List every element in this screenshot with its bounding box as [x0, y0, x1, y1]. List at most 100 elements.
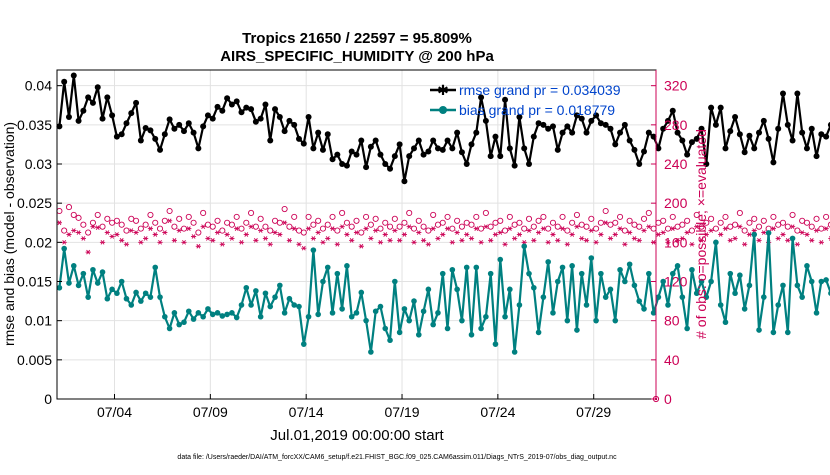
bias-point-117 — [617, 266, 623, 273]
bias-point-103 — [550, 310, 556, 316]
evaluated-marker-123 — [646, 224, 652, 230]
bias-point-149 — [770, 329, 777, 336]
possible-marker-101 — [540, 213, 547, 220]
y-right-tick-label-7: 280 — [664, 117, 688, 133]
evaluated-marker-57 — [329, 226, 336, 231]
evaluated-marker-69 — [387, 238, 393, 243]
evaluated-marker-144-stroke-2 — [747, 232, 752, 237]
rmse-point-161 — [827, 121, 830, 128]
possible-marker-6 — [85, 229, 92, 236]
evaluated-marker-99 — [531, 238, 537, 243]
rmse-point-133 — [693, 135, 700, 142]
evaluated-marker-115-stroke-2 — [608, 236, 613, 241]
evaluated-marker-25 — [176, 228, 182, 233]
evaluated-marker-66 — [373, 228, 379, 233]
bias-point-124 — [650, 310, 657, 316]
bias-point-88 — [478, 325, 484, 332]
evaluated-marker-117 — [617, 226, 623, 231]
evaluated-marker-11-stroke-2 — [110, 234, 115, 239]
evaluated-marker-46-stroke-2 — [277, 232, 282, 237]
rmse-point-144 — [746, 132, 753, 139]
evaluated-marker-155-stroke-2 — [800, 230, 805, 235]
rmse-point-108 — [573, 112, 580, 119]
rmse-point-2 — [65, 114, 72, 120]
rmse-point-31 — [204, 112, 211, 119]
rmse-point-141 — [732, 114, 739, 120]
bias-point-86 — [468, 331, 475, 338]
evaluated-marker-84 — [459, 238, 465, 243]
possible-marker-1 — [61, 227, 68, 234]
evaluated-marker-33-stroke-2 — [215, 230, 220, 235]
evaluated-marker-96 — [516, 232, 523, 237]
rmse-point-150 — [775, 125, 782, 132]
rmse-point-125 — [655, 145, 662, 152]
y-left-tick-label-1: 0.005 — [17, 352, 52, 368]
possible-marker-30 — [200, 209, 207, 217]
rmse-point-15 — [128, 110, 135, 117]
rmse-point-21 — [157, 146, 164, 153]
possible-marker-4 — [75, 214, 82, 221]
y-right-tick-label-8: 320 — [664, 78, 688, 94]
evaluated-marker-27 — [186, 226, 192, 231]
evaluated-marker-100 — [535, 230, 542, 235]
bias-point-54 — [315, 311, 321, 318]
evaluated-marker-61-stroke-2 — [349, 238, 354, 243]
bias-point-16 — [133, 289, 139, 296]
bias-point-95 — [511, 349, 518, 355]
rmse-point-37 — [233, 98, 240, 105]
possible-marker-122 — [640, 215, 648, 222]
rmse-point-154 — [794, 90, 801, 97]
rmse-point-71 — [396, 141, 403, 148]
evaluated-marker-31-stroke-2 — [206, 236, 210, 241]
evaluated-marker-132 — [689, 241, 695, 247]
evaluated-marker-3-stroke-2 — [71, 228, 76, 233]
possible-marker-136 — [708, 215, 715, 222]
evaluated-marker-64-stroke-2 — [364, 226, 369, 231]
evaluated-marker-109 — [579, 236, 585, 241]
evaluated-marker-91-stroke-2 — [493, 232, 498, 237]
possible-marker-76 — [420, 223, 427, 230]
bias-point-22 — [162, 313, 168, 320]
evaluated-marker-111-stroke-2 — [589, 228, 594, 233]
evaluated-marker-72-stroke-2 — [402, 232, 407, 237]
bias-point-69 — [387, 337, 393, 344]
evaluated-marker-143 — [742, 241, 748, 247]
bias-point-37 — [233, 314, 240, 321]
rmse-point-49 — [291, 121, 298, 128]
y-right-tick-label-2: 80 — [664, 313, 680, 329]
rmse-point-40 — [248, 106, 255, 113]
evaluated-marker-131-stroke-2 — [685, 230, 690, 235]
evaluated-marker-102-stroke-2 — [546, 239, 551, 245]
evaluated-marker-101 — [540, 226, 546, 231]
rmse-point-60 — [343, 162, 350, 169]
possible-marker-106 — [564, 227, 571, 234]
evaluated-marker-34-stroke-2 — [220, 241, 225, 247]
bias-point-45 — [272, 294, 278, 300]
evaluated-marker-74 — [411, 239, 417, 245]
bias-point-7 — [90, 266, 96, 273]
y-left-tick-label-3: 0.015 — [17, 274, 52, 290]
rmse-point-25 — [176, 121, 183, 128]
evaluated-marker-76 — [420, 238, 427, 243]
evaluated-marker-87 — [473, 226, 479, 231]
evaluated-marker-55 — [320, 239, 326, 245]
bias-point-97 — [521, 243, 528, 250]
evaluated-marker-128-stroke-2 — [670, 226, 675, 231]
y-left-tick-label-4: 0.02 — [25, 234, 52, 250]
bias-point-26 — [181, 319, 187, 326]
bias-point-81 — [444, 325, 451, 332]
possible-marker-145 — [751, 215, 758, 222]
rmse-point-24 — [171, 125, 178, 132]
evaluated-marker-42 — [258, 228, 264, 233]
rmse-point-106 — [564, 123, 571, 130]
possible-marker-2 — [65, 204, 73, 211]
rmse-point-10 — [104, 94, 111, 101]
bias-point-21 — [157, 294, 163, 300]
evaluated-marker-13 — [119, 238, 125, 243]
bias-point-40 — [248, 302, 254, 308]
rmse-point-41 — [252, 118, 259, 125]
rmse-point-119 — [626, 137, 633, 144]
x-tick-label-4: 07/24 — [480, 404, 515, 420]
possible-marker-64 — [363, 213, 370, 220]
evaluated-marker-126 — [660, 230, 666, 235]
